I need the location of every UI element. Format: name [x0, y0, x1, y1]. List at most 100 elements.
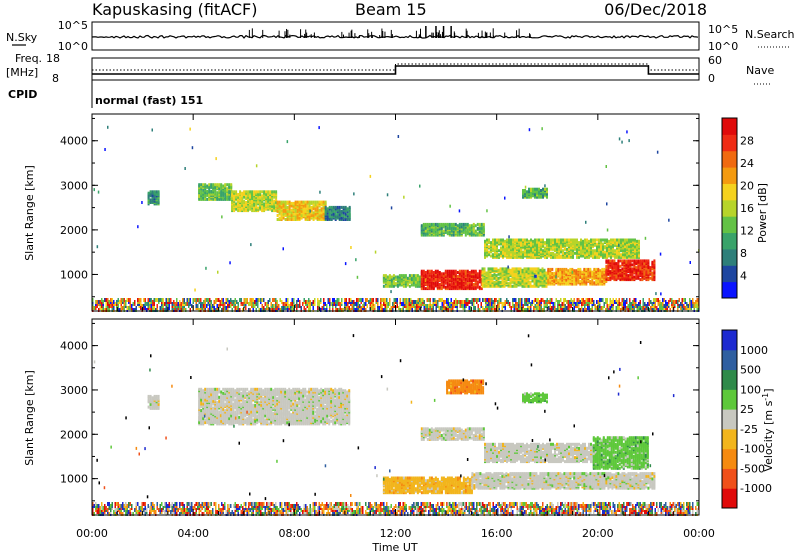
- heatmap-cell: [105, 298, 107, 302]
- heatmap-cell: [269, 198, 272, 202]
- heatmap-cell: [357, 302, 359, 306]
- heatmap-cell: [564, 251, 566, 255]
- heatmap-cell: [126, 306, 128, 310]
- heatmap-cell: [466, 284, 469, 288]
- heatmap-cell: [455, 302, 457, 306]
- heatmap-cell: [531, 267, 534, 271]
- heatmap-cell: [272, 298, 274, 302]
- heatmap-cell: [276, 306, 278, 310]
- heatmap-cell: [478, 272, 481, 276]
- heatmap-cell: [206, 298, 208, 302]
- heatmap-cell: [309, 306, 311, 310]
- heatmap-cell: [368, 300, 370, 304]
- heatmap-cell: [606, 298, 608, 302]
- heatmap-cell: [168, 304, 170, 308]
- heatmap-cell: [280, 214, 283, 217]
- heatmap-cell: [454, 277, 457, 281]
- heatmap-cell: [267, 190, 270, 194]
- heatmap-cell: [605, 275, 608, 279]
- heatmap-cell: [629, 304, 631, 308]
- heatmap-cell: [519, 298, 521, 302]
- heatmap-cell: [460, 279, 463, 282]
- heatmap-cell: [555, 271, 558, 275]
- heatmap-cell: [410, 306, 412, 310]
- heatmap-cell: [636, 304, 638, 308]
- heatmap-cell: [267, 300, 269, 304]
- heatmap-cell: [599, 298, 601, 302]
- heatmap-cell: [602, 298, 604, 302]
- heatmap-cell: [478, 269, 481, 273]
- heatmap-cell: [111, 298, 113, 302]
- freq-unit-label: [MHz]: [6, 66, 38, 79]
- heatmap-cell: [393, 302, 395, 306]
- heatmap-cell: [437, 304, 439, 308]
- heatmap-cell: [602, 238, 604, 242]
- heatmap-cell: [384, 304, 386, 308]
- heatmap-cell: [514, 249, 516, 253]
- heatmap-cell: [465, 298, 467, 302]
- heatmap-cell: [420, 269, 423, 273]
- heatmap-cell: [588, 298, 590, 302]
- heatmap-cell: [516, 246, 518, 250]
- heatmap-cell: [438, 271, 441, 274]
- heatmap-cell: [589, 279, 592, 283]
- heatmap-cell: [431, 304, 433, 308]
- heatmap-cell: [466, 281, 469, 285]
- heatmap-cell: [273, 202, 276, 206]
- heatmap-cell: [476, 280, 479, 284]
- heatmap-cell: [572, 249, 574, 253]
- heatmap-cell: [501, 267, 504, 271]
- heatmap-cell: [612, 306, 614, 310]
- heatmap-cell: [648, 298, 650, 302]
- heatmap-cell: [306, 200, 309, 204]
- heatmap-cell: [424, 271, 427, 274]
- heatmap-cell: [488, 302, 490, 306]
- heatmap-cell: [179, 300, 181, 304]
- heatmap-cell: [263, 306, 265, 310]
- heatmap-cell: [665, 300, 667, 304]
- heatmap-cell: [429, 306, 431, 310]
- heatmap-cell: [542, 298, 544, 302]
- nave-tick-top: 60: [708, 54, 722, 67]
- heatmap-cell: [392, 280, 395, 284]
- heatmap-cell: [171, 302, 173, 306]
- heatmap-cell: [381, 304, 383, 308]
- heatmap-cell: [98, 300, 100, 304]
- heatmap-cell: [382, 284, 385, 288]
- heatmap-cell: [602, 242, 604, 246]
- heatmap-cell: [444, 300, 446, 304]
- heatmap-cell: [110, 298, 112, 302]
- heatmap-cell: [539, 300, 541, 304]
- heatmap-cell: [495, 276, 498, 280]
- heatmap-cell: [634, 254, 636, 258]
- heatmap-cell: [155, 197, 158, 200]
- heatmap-cell: [122, 306, 124, 310]
- heatmap-cell: [599, 269, 602, 273]
- heatmap-cell: [424, 287, 427, 291]
- heatmap-cell: [517, 267, 520, 271]
- heatmap-cell: [639, 267, 642, 271]
- heatmap-cell: [662, 306, 664, 310]
- heatmap-cell: [554, 238, 556, 242]
- heatmap-cell: [387, 302, 389, 306]
- heatmap-cell: [617, 259, 620, 263]
- heatmap-cell: [369, 298, 371, 302]
- heatmap-cell: [221, 298, 223, 302]
- heatmap-cell: [144, 302, 146, 306]
- heatmap-cell: [491, 298, 493, 302]
- heatmap-cell: [432, 298, 434, 302]
- heatmap-cell: [222, 304, 224, 308]
- heatmap-cell: [595, 267, 598, 271]
- heatmap-cell: [428, 269, 431, 273]
- heatmap-cell: [651, 260, 654, 264]
- heatmap-cell: [255, 298, 257, 302]
- heatmap-cell: [218, 298, 220, 302]
- heatmap-cell: [503, 267, 506, 271]
- heatmap-cell: [458, 300, 460, 304]
- heatmap-cell: [663, 298, 665, 302]
- nsearch-tick-bottom: 10^0: [708, 40, 738, 53]
- heatmap-cell: [625, 275, 628, 279]
- heatmap-cell: [643, 270, 646, 274]
- heatmap-cell: [566, 306, 568, 310]
- heatmap-cell: [346, 212, 349, 216]
